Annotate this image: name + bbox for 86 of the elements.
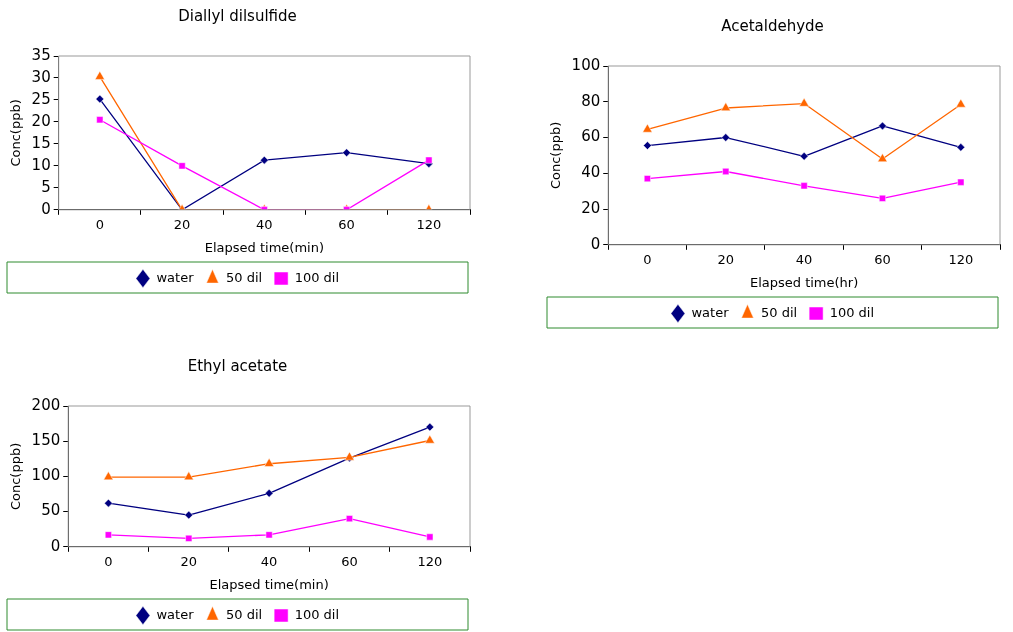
y-axis-title: Conc(ppb) [548,121,564,190]
x-axis-title: Elapsed time(min) [209,576,329,592]
y-tick-label: 0 [590,234,601,253]
legend-label: 100 dil [294,606,340,622]
point [720,102,731,112]
y-axis-title: Conc(ppb) [8,99,24,167]
point [178,162,186,170]
point [183,471,194,481]
point [346,515,353,523]
point [878,121,887,131]
point [800,182,808,190]
legend-label: 100 dil [294,269,340,285]
legend-label: water [691,304,730,320]
point [264,457,275,467]
y-tick-label: 20 [31,111,51,130]
x-tick-label: 40 [795,251,813,267]
point [103,471,114,481]
y-tick-label: 5 [41,177,51,196]
legend-label: 50 dil [225,606,263,622]
point [425,422,435,432]
y-tick-label: 35 [31,45,51,64]
y-tick-label: 15 [31,133,51,152]
y-tick-label: 200 [31,395,61,414]
x-axis-title: Elapsed time(hr) [749,274,859,290]
point [425,156,433,164]
point [957,178,965,186]
x-tick-label: 40 [256,216,273,232]
y-axis-title: Conc(ppb) [8,442,24,511]
x-tick-label: 60 [338,216,355,232]
x-tick-label: 20 [173,216,191,232]
point [184,510,194,520]
legend-label: water [156,606,195,622]
point [424,434,435,444]
y-tick-label: 100 [571,55,601,74]
x-tick-label: 0 [95,216,104,232]
point [879,194,886,202]
point [96,116,104,124]
legend-label: water [156,269,195,285]
x-tick-label: 0 [643,251,652,267]
y-tick-label: 60 [581,127,601,146]
point [955,98,966,108]
x-tick-label: 120 [948,251,974,267]
y-tick-label: 0 [41,199,51,218]
point [342,148,351,157]
chart-title: Ethyl acetate [187,356,288,375]
point [426,533,434,541]
point [799,152,809,161]
y-tick-label: 80 [581,91,601,110]
x-axis-title: Elapsed time(min) [204,239,324,255]
point [643,141,652,150]
chart-title: Acetaldehyde [721,16,824,35]
legend-label: 50 dil [225,269,263,285]
y-tick-label: 50 [41,501,61,520]
y-tick-label: 30 [31,67,51,86]
y-tick-label: 0 [50,536,61,555]
y-tick-label: 25 [31,89,51,108]
point [721,133,731,142]
point [642,123,653,133]
point [104,498,113,508]
x-tick-label: 0 [104,553,113,569]
point [877,153,888,162]
x-tick-label: 120 [417,553,443,569]
y-tick-label: 150 [31,431,61,450]
point [95,94,105,104]
y-tick-label: 40 [581,163,601,182]
point [956,143,966,152]
x-tick-label: 60 [341,553,358,569]
legend-label: 100 dil [829,304,875,320]
x-tick-label: 120 [416,216,442,232]
point [722,168,730,175]
x-tick-label: 60 [874,251,891,267]
y-tick-label: 100 [31,466,61,485]
x-tick-label: 20 [717,251,735,267]
point [260,155,269,165]
point [185,534,193,542]
point [799,97,810,107]
legend-label: 50 dil [760,304,798,320]
x-tick-label: 40 [260,553,278,569]
point [264,489,274,498]
point [104,531,112,539]
chart-title: Diallyl dilsulfide [178,6,297,25]
point [265,531,273,539]
point [643,175,651,183]
y-tick-label: 10 [31,155,51,174]
x-tick-label: 20 [180,553,198,569]
y-tick-label: 20 [581,198,601,217]
